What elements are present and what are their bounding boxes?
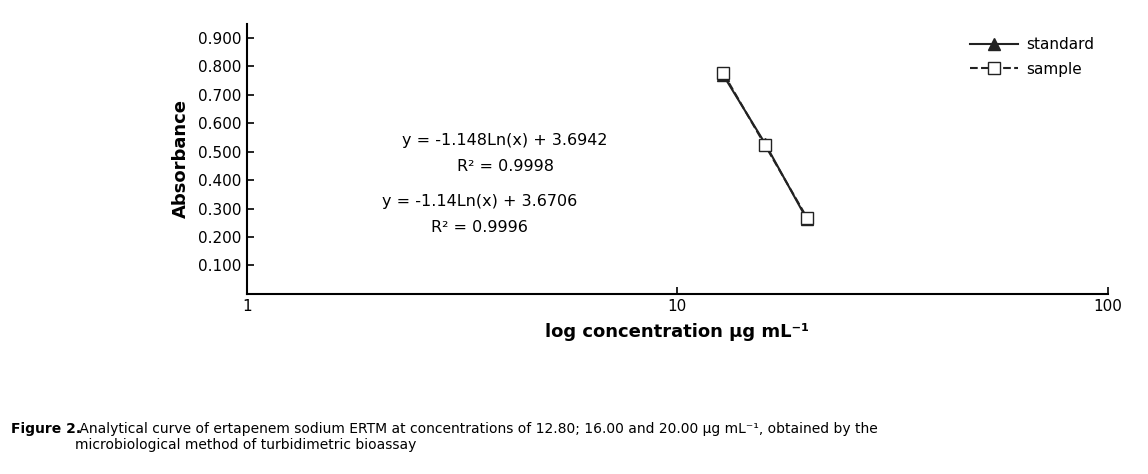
Line: standard: standard [718,70,813,225]
Text: Figure 2.: Figure 2. [11,422,82,436]
Legend: standard, sample: standard, sample [963,31,1100,83]
standard [716,73,730,78]
Line: sample: sample [718,68,813,223]
standard [759,141,773,146]
Text: y = -1.14Ln(x) + 3.6706
R² = 0.9996: y = -1.14Ln(x) + 3.6706 R² = 0.9996 [381,194,577,235]
sample [759,143,773,148]
X-axis label: log concentration μg mL⁻¹: log concentration μg mL⁻¹ [545,323,809,341]
Y-axis label: Absorbance: Absorbance [171,99,189,219]
sample [800,215,814,220]
Text: y = -1.148Ln(x) + 3.6942
R² = 0.9998: y = -1.148Ln(x) + 3.6942 R² = 0.9998 [402,133,608,174]
Text: Analytical curve of ertapenem sodium ERTM at concentrations of 12.80; 16.00 and : Analytical curve of ertapenem sodium ERT… [75,422,877,452]
sample [716,71,730,76]
standard [800,217,814,222]
